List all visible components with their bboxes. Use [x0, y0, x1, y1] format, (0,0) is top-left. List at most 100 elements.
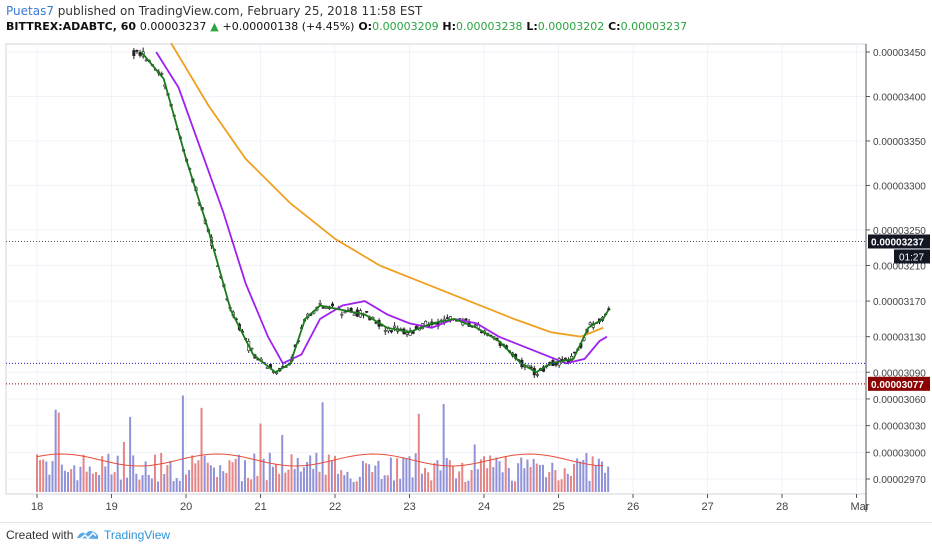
volume-bar: [523, 468, 526, 492]
candle-body: [365, 311, 369, 313]
volume-bar: [458, 471, 461, 492]
volume-bar: [392, 480, 395, 492]
candle-body: [405, 332, 409, 335]
volume-bar: [399, 478, 402, 492]
volume-bar: [510, 480, 513, 492]
volume-bar: [557, 480, 560, 492]
symbol-line: BITTREX:ADABTC, 60 0.00003237 ▲ +0.00000…: [6, 20, 687, 33]
volume-bar: [585, 452, 588, 492]
volume-bar: [268, 452, 271, 492]
volume-bar: [302, 467, 305, 492]
volume-bar: [371, 472, 374, 492]
y-tick-label: 0.00003090: [873, 368, 926, 379]
support-price-tag: [868, 376, 930, 391]
candle-body: [554, 363, 558, 366]
volume-bar: [464, 481, 467, 492]
volume-bar: [79, 466, 82, 492]
volume-bar: [222, 471, 225, 492]
volume-bar: [194, 463, 197, 492]
volume-bar: [132, 455, 135, 492]
volume-bar: [57, 412, 60, 492]
volume-bar: [461, 462, 464, 492]
volume-bar: [374, 465, 377, 492]
volume-bar: [545, 477, 548, 492]
volume-bar: [424, 467, 427, 492]
chart-header: Puetas7 published on TradingView.com, Fe…: [0, 0, 932, 38]
candle-body: [473, 324, 477, 327]
volume-bar: [259, 423, 262, 492]
volume-bar: [597, 458, 600, 492]
candle-body: [445, 317, 449, 319]
y-tick-label: 0.00002970: [873, 475, 926, 486]
volume-ma-line: [36, 453, 604, 467]
volume-bar: [275, 463, 278, 492]
symbol-label: BITTREX:ADABTC, 60: [6, 20, 137, 33]
volume-bar: [498, 461, 501, 492]
publish-line: Puetas7 published on TradingView.com, Fe…: [6, 4, 422, 18]
volume-bar: [569, 475, 572, 492]
volume-bar: [284, 472, 287, 492]
volume-bar: [107, 453, 110, 492]
publisher-link[interactable]: Puetas7: [6, 4, 54, 18]
y-tick-label: 0.00003210: [873, 262, 926, 273]
volume-bar: [588, 480, 591, 492]
volume-bar: [91, 473, 94, 492]
volume-bar: [278, 473, 281, 492]
price-change: +0.00000138 (+4.45%): [222, 20, 355, 33]
published-text: published on TradingView.com, February 2…: [57, 4, 423, 18]
volume-bar: [63, 470, 66, 492]
y-tick-label: 0.00003300: [873, 181, 926, 192]
chart-area[interactable]: 0.00003450 0.00003400 0.00003350 0.00003300…: [0, 38, 932, 522]
volume-bar: [368, 464, 371, 492]
x-tick-label: 26: [627, 501, 639, 513]
volume-bar: [483, 456, 485, 492]
y-tick-label: 0.00003350: [873, 137, 926, 148]
volume-bar: [150, 478, 153, 492]
volume-bar: [504, 456, 507, 492]
volume-bar: [94, 472, 97, 492]
volume-bar: [51, 461, 54, 492]
volume-bar: [250, 479, 253, 492]
plot-frame: [5, 43, 867, 495]
volume-bar: [507, 467, 510, 492]
x-tick-label: 19: [106, 501, 118, 513]
volume-bar: [346, 471, 349, 492]
x-tick-label: 28: [776, 501, 788, 513]
volume-bar: [573, 463, 576, 492]
y-tick-label: 0.00003450: [873, 48, 926, 59]
candle-body: [343, 311, 347, 314]
candle-body: [321, 307, 325, 309]
x-tick-label: 24: [478, 501, 490, 513]
volume-bar: [206, 462, 209, 492]
volume-bar: [321, 402, 324, 492]
y-tick-label: 0.00003060: [873, 395, 926, 406]
candle-body: [588, 322, 592, 326]
volume-bar: [396, 458, 399, 492]
price-chart[interactable]: 0.00003450 0.00003400 0.00003350 0.00003300…: [0, 38, 932, 522]
volume-bar: [349, 478, 352, 492]
volume-bar: [430, 480, 433, 492]
volume-bar: [290, 454, 293, 492]
volume-bar: [563, 468, 566, 492]
volume-bar: [98, 475, 101, 492]
x-tick-label: 22: [329, 501, 341, 513]
candle-body: [393, 325, 397, 328]
candle-body: [135, 50, 139, 52]
volume-bar: [492, 467, 495, 492]
volume-bar: [231, 462, 234, 492]
volume-bar: [54, 409, 57, 492]
volume-bar: [582, 459, 585, 492]
volume-bar: [486, 468, 489, 492]
volume-bar: [361, 461, 364, 492]
volume-bar: [352, 481, 355, 492]
volume-bar: [436, 460, 439, 492]
volume-bar: [377, 460, 380, 492]
volume-bar: [324, 474, 327, 492]
volume-bar: [408, 456, 411, 492]
volume-bar: [455, 478, 458, 492]
volume-bar: [70, 469, 73, 492]
volume-bar: [433, 463, 436, 492]
volume-bar: [355, 481, 358, 492]
candle-body: [383, 330, 387, 332]
tradingview-brand-link[interactable]: TradingView: [104, 528, 171, 542]
